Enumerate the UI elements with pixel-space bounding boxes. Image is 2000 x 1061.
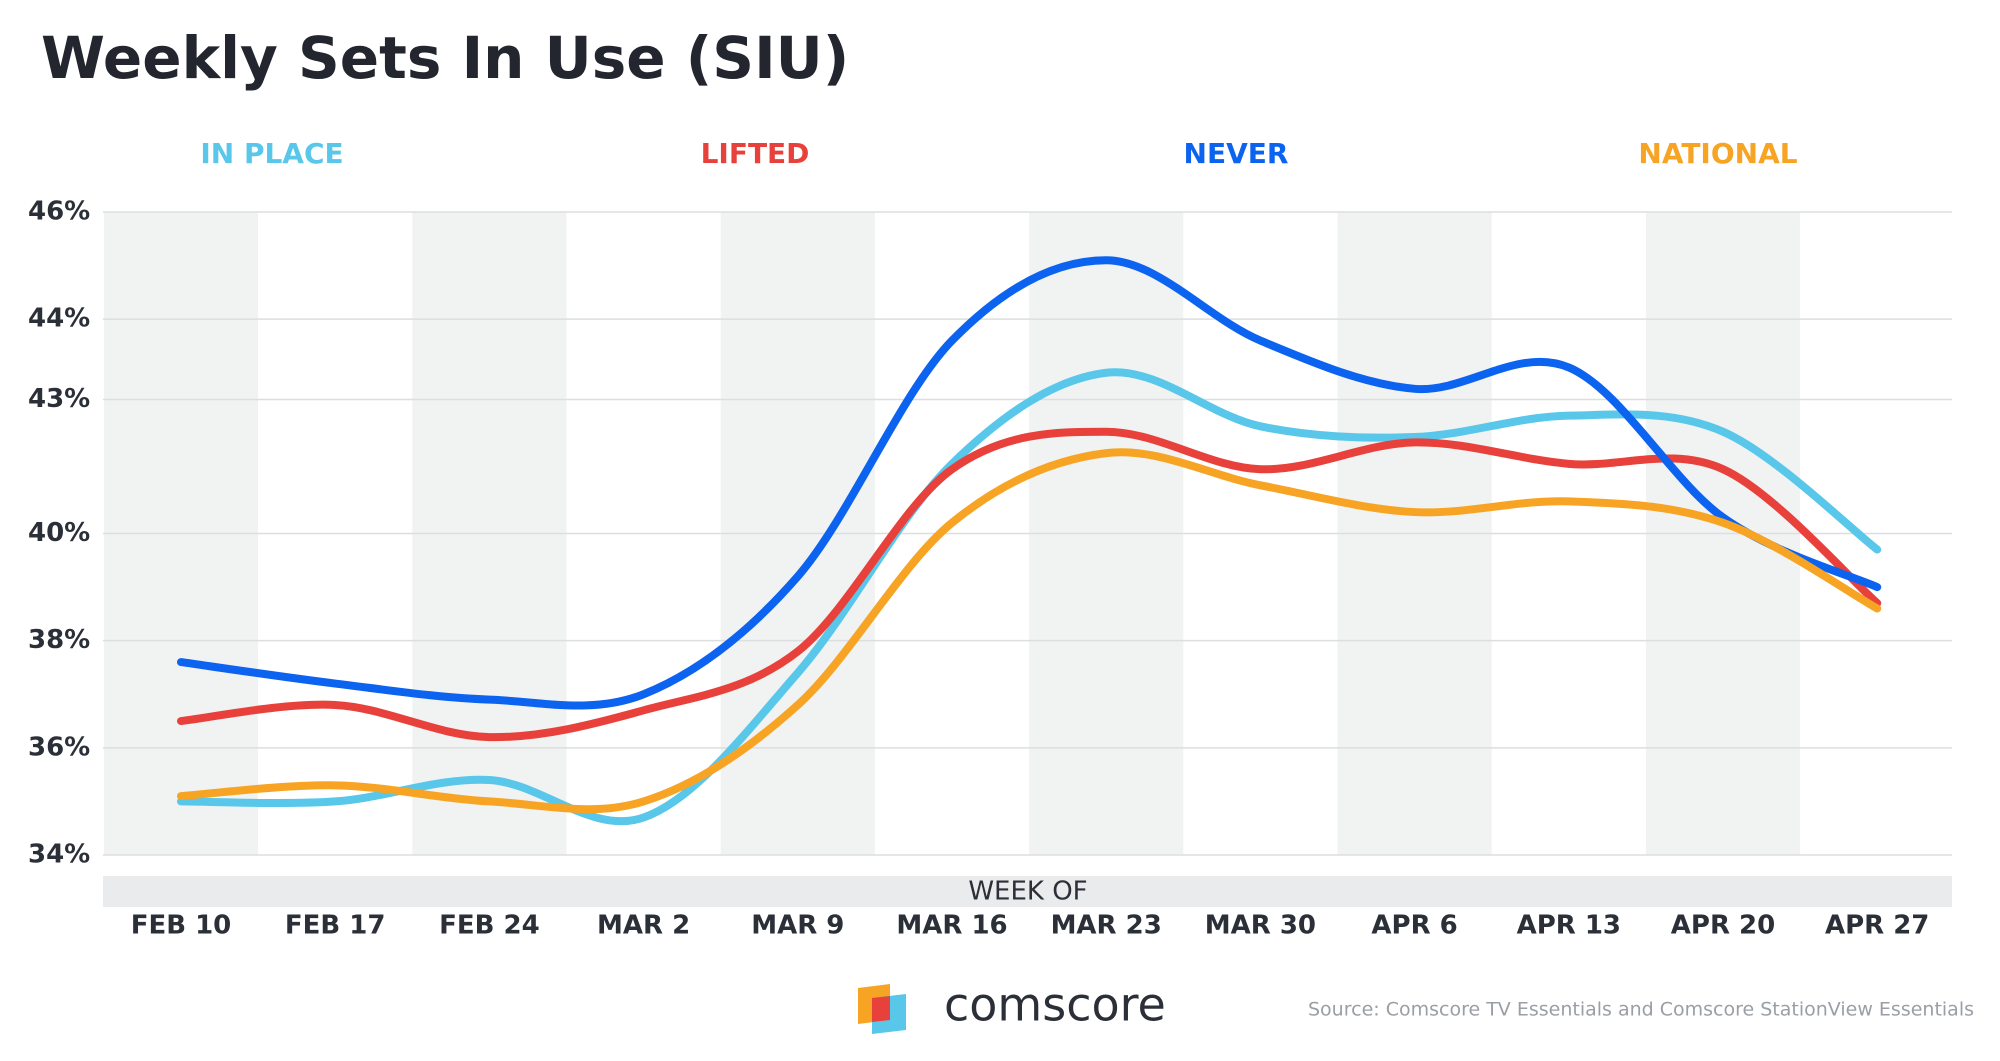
x-tick-label: MAR 9 (751, 911, 844, 941)
x-tick-label: MAR 16 (896, 911, 1007, 941)
y-tick-label: 44% (28, 304, 90, 334)
x-tick-label: FEB 17 (285, 911, 386, 941)
x-tick-label: APR 20 (1671, 911, 1775, 941)
chart-title: Weekly Sets In Use (SIU) (41, 24, 849, 92)
series-line (177, 368, 1882, 826)
y-tick-label: 38% (28, 625, 90, 655)
source: Source: Comscore TV Essentials and Comsc… (1308, 999, 1974, 1021)
x-tick-label: FEB 24 (439, 911, 540, 941)
y-tick-label: 46% (28, 197, 90, 227)
x-tick-label: APR 27 (1825, 911, 1929, 941)
series-line (177, 256, 1882, 710)
x-tick-label: MAR 30 (1205, 911, 1316, 941)
x-axis-band (103, 876, 1952, 907)
logo-icon (858, 984, 906, 1034)
series-line (177, 448, 1882, 814)
legend-label: NATIONAL (1638, 137, 1797, 170)
legend-label: LIFTED (701, 137, 810, 170)
y-tick-label: 40% (28, 518, 90, 548)
series-line (177, 427, 1882, 742)
x-tick-label: APR 6 (1371, 911, 1457, 941)
x-axis-label: WEEK OF (968, 877, 1087, 907)
y-tick-label: 36% (28, 732, 90, 762)
x-tick-label: MAR 23 (1051, 911, 1162, 941)
legend-label: IN PLACE (200, 137, 343, 170)
x-tick-label: MAR 2 (597, 911, 690, 941)
brand: comscore (944, 978, 1166, 1032)
y-tick-label: 43% (28, 384, 90, 414)
y-tick-label: 34% (28, 840, 90, 870)
x-tick-label: FEB 10 (131, 911, 232, 941)
x-tick-label: APR 13 (1517, 911, 1621, 941)
legend-label: NEVER (1184, 137, 1289, 170)
